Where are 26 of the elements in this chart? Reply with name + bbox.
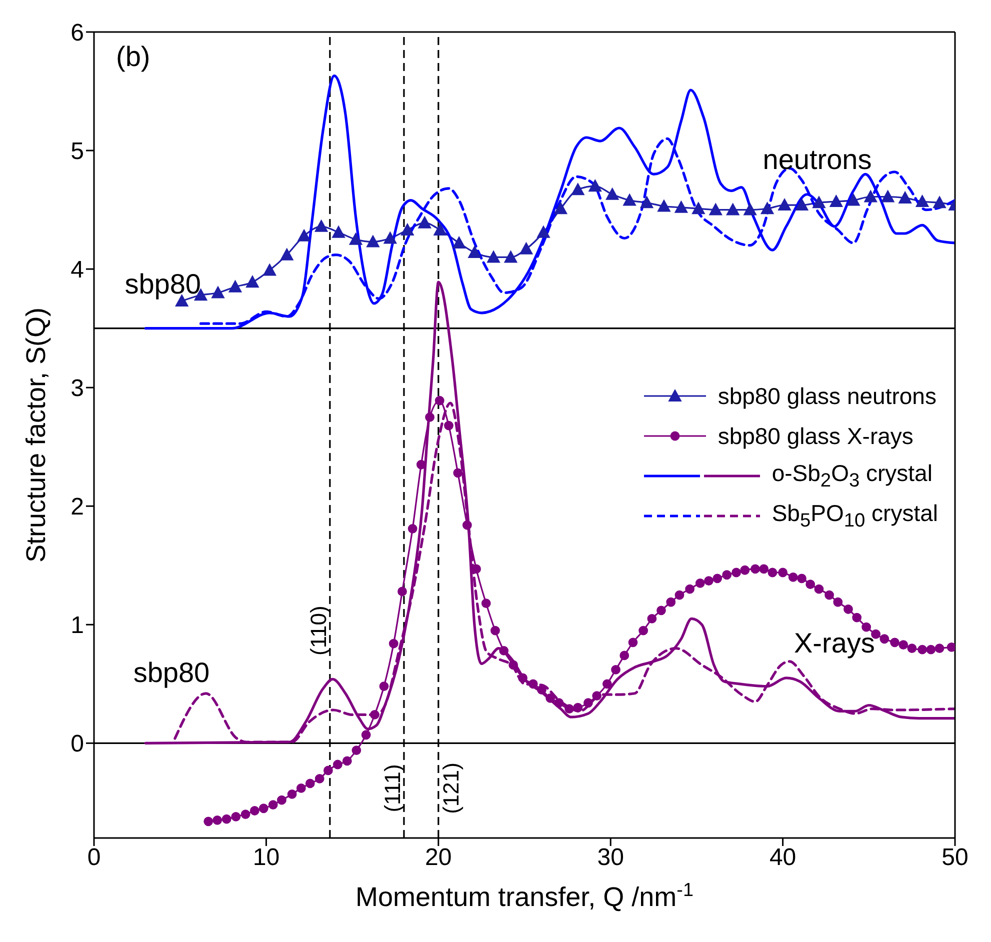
annotation: (111) bbox=[379, 764, 404, 812]
y-tick-label: 3 bbox=[70, 375, 84, 402]
y-tick-label: 6 bbox=[70, 20, 84, 47]
legend-label: Sb$_{5}$PO$_{10}$ crystal bbox=[772, 500, 938, 532]
y-tick-label: 0 bbox=[70, 730, 84, 758]
x-tick-label: 20 bbox=[425, 844, 452, 872]
annotation: X-rays bbox=[794, 626, 875, 658]
legend-label: sbp80 glass X-rays bbox=[718, 422, 914, 450]
annotation: sbp80 bbox=[124, 268, 202, 299]
x-tick-label: 30 bbox=[597, 844, 624, 872]
x-axis-title: Momentum transfer, Q /nm$^{-1}$ bbox=[356, 880, 694, 912]
y-tick-label: 5 bbox=[70, 138, 84, 166]
y-tick-label: 1 bbox=[70, 612, 84, 640]
legend-label: sbp80 glass neutrons bbox=[718, 382, 936, 410]
y-axis-title: Structure factor, S(Q) bbox=[21, 307, 51, 563]
y-tick-label: 2 bbox=[70, 494, 84, 521]
annotation: sbp80 bbox=[133, 656, 210, 688]
x-tick-label: 50 bbox=[942, 844, 968, 872]
annotation: (110) bbox=[305, 606, 330, 656]
annotation: (121) bbox=[438, 762, 463, 814]
y-tick-label: 4 bbox=[70, 256, 84, 284]
annotation: neutrons bbox=[762, 143, 872, 174]
x-tick-label: 40 bbox=[769, 844, 796, 872]
x-tick-label: 10 bbox=[252, 844, 280, 872]
annotation: (b) bbox=[116, 41, 150, 73]
legend-label: o-Sb$_{2}$O$_{3}$ crystal bbox=[772, 460, 932, 492]
